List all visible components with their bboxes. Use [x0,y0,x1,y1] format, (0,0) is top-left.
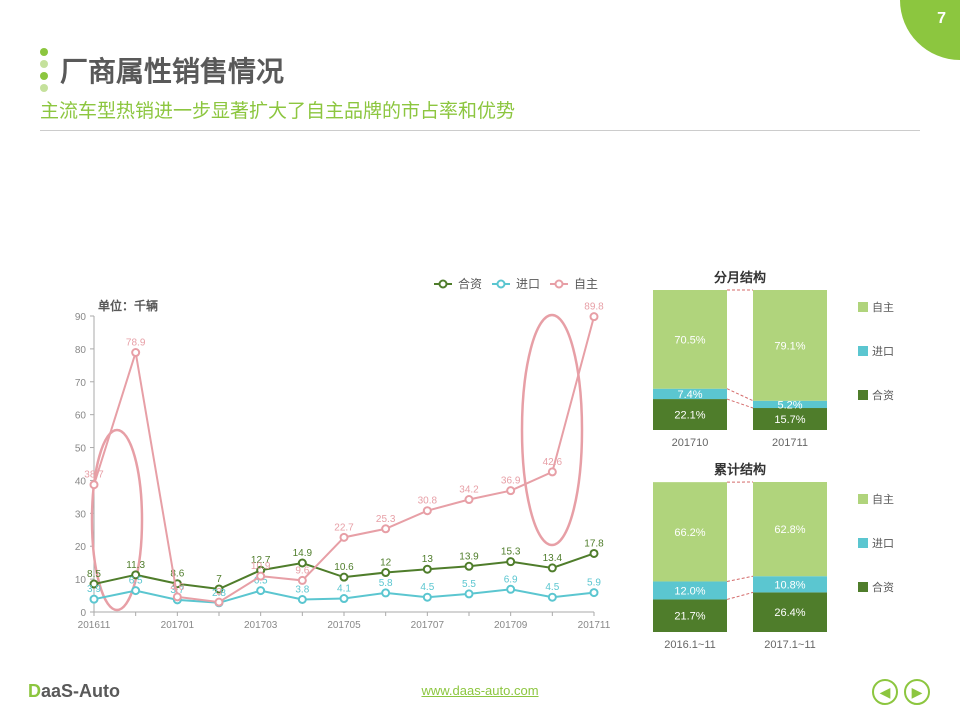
svg-text:62.8%: 62.8% [774,524,805,536]
logo-rest: aaS-Auto [41,681,120,701]
svg-text:22.7: 22.7 [334,522,354,533]
svg-text:分月结构: 分月结构 [714,270,766,285]
svg-text:80: 80 [75,345,87,356]
svg-text:90: 90 [75,312,87,323]
title-row: 厂商属性销售情况 [40,48,284,92]
svg-text:5.8: 5.8 [379,578,393,589]
svg-text:201707: 201707 [411,620,445,631]
svg-text:11.3: 11.3 [126,560,145,571]
svg-text:20: 20 [75,542,87,553]
svg-text:201711: 201711 [772,437,808,449]
svg-text:201705: 201705 [327,620,361,631]
svg-text:38.7: 38.7 [84,470,104,481]
svg-text:合资: 合资 [872,388,894,402]
svg-text:4.6: 4.6 [170,582,184,593]
svg-text:6.5: 6.5 [129,576,143,587]
svg-text:21.7%: 21.7% [674,611,705,623]
svg-text:10.6: 10.6 [334,562,354,573]
svg-text:70: 70 [75,378,87,389]
svg-text:7: 7 [216,574,222,585]
svg-text:合资: 合资 [458,276,482,291]
svg-text:17.8: 17.8 [584,538,604,549]
svg-text:2017.1~11: 2017.1~11 [764,639,816,651]
bar-chart-monthly: 分月结构 22.1% 7.4% 70.5% 201710 15.7% 5.2% 79.1% 20… [630,268,920,458]
svg-text:201711: 201711 [578,620,611,631]
svg-text:201703: 201703 [244,620,278,631]
page-subtitle: 主流车型热销进一步显著扩大了自主品牌的市占率和优势 [40,96,515,123]
svg-text:25.3: 25.3 [376,514,396,525]
svg-text:7.4%: 7.4% [677,389,702,401]
svg-text:36.9: 36.9 [501,476,521,487]
svg-text:14.9: 14.9 [293,548,313,559]
svg-text:10.9: 10.9 [251,561,271,572]
divider [40,130,920,131]
line-chart: 单位：千辆01020304050607080902016112017012017… [40,270,620,650]
footer-logo: DaaS-Auto [28,681,120,702]
svg-text:12: 12 [380,558,392,569]
svg-text:3.8: 3.8 [295,585,309,596]
svg-text:6.9: 6.9 [504,574,518,585]
svg-text:5.9: 5.9 [587,578,601,589]
svg-text:4.5: 4.5 [545,582,559,593]
page-badge: 7 [900,0,960,60]
nav-arrows: ◀ ▶ [872,679,930,705]
next-arrow-icon[interactable]: ▶ [904,679,930,705]
svg-text:42.6: 42.6 [543,457,563,468]
logo-d: D [28,681,41,701]
svg-text:201710: 201710 [672,437,709,449]
svg-text:201701: 201701 [161,620,195,631]
svg-text:合资: 合资 [872,580,894,594]
svg-text:累计结构: 累计结构 [714,462,766,477]
svg-text:66.2%: 66.2% [674,527,705,539]
svg-text:0: 0 [80,608,86,619]
svg-text:10.8%: 10.8% [774,579,805,591]
svg-text:26.4%: 26.4% [774,607,805,619]
svg-text:78.9: 78.9 [126,338,146,349]
footer-link[interactable]: www.daas-auto.com [421,683,538,698]
svg-text:13.9: 13.9 [459,551,479,562]
svg-text:自主: 自主 [872,301,894,314]
title-dots-icon [40,48,48,92]
svg-text:自主: 自主 [574,277,598,291]
svg-text:进口: 进口 [872,345,894,358]
svg-text:22.1%: 22.1% [674,410,705,422]
svg-text:89.8: 89.8 [584,302,604,313]
svg-text:自主: 自主 [872,493,894,506]
page-title: 厂商属性销售情况 [60,50,284,90]
svg-text:4.1: 4.1 [337,584,351,595]
svg-text:5.2%: 5.2% [777,399,802,411]
svg-text:15.7%: 15.7% [774,414,805,426]
svg-text:201611: 201611 [78,620,111,631]
svg-text:进口: 进口 [872,537,894,550]
svg-text:10: 10 [75,575,87,586]
svg-text:30: 30 [75,509,87,520]
page-number: 7 [937,10,946,28]
svg-text:8.5: 8.5 [87,569,101,580]
svg-text:9.6: 9.6 [295,565,309,576]
svg-text:79.1%: 79.1% [774,340,805,352]
svg-text:70.5%: 70.5% [674,334,705,346]
svg-text:3: 3 [216,587,222,598]
svg-text:4.5: 4.5 [420,582,434,593]
bar-chart-cumulative: 累计结构 21.7% 12.0% 66.2% 2016.1~11 26.4% 10.8% 62… [630,460,920,660]
svg-text:201709: 201709 [494,620,528,631]
svg-text:单位：千辆: 单位：千辆 [98,298,158,313]
svg-text:3.9: 3.9 [87,584,101,595]
svg-text:12.0%: 12.0% [674,585,705,597]
svg-text:5.5: 5.5 [462,579,476,590]
svg-text:进口: 进口 [516,277,540,291]
svg-text:15.3: 15.3 [501,547,521,558]
svg-text:13: 13 [422,554,434,565]
svg-text:2016.1~11: 2016.1~11 [664,639,716,651]
svg-text:13.4: 13.4 [543,553,563,564]
svg-text:60: 60 [75,411,87,422]
svg-text:30.8: 30.8 [418,496,438,507]
svg-text:50: 50 [75,444,87,455]
svg-text:34.2: 34.2 [459,485,479,496]
prev-arrow-icon[interactable]: ◀ [872,679,898,705]
